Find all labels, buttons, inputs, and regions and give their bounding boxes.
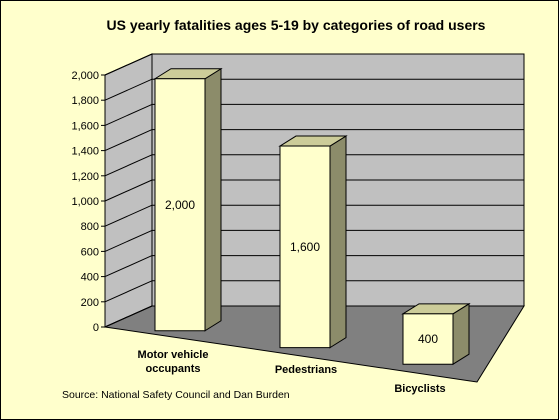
category-labels: Motor vehicle occupants Pedestrians Bicycli… [138,349,446,395]
bar-front [402,313,454,365]
source-note: Source: National Safety Council and Dan … [62,389,290,401]
gridline-side [104,179,153,202]
y-axis: 0 200 400 600 800 1,000 1,200 1,400 1,600 1,800 2,… [71,70,106,334]
category-label: Pedestrians [275,364,337,376]
gridline-side [104,103,153,126]
category-label: Bicyclists [394,383,445,395]
data-label: 2,000 [165,198,195,212]
gridline-side [104,229,153,252]
chart-title: US yearly fatalities ages 5-19 by catego… [107,17,486,33]
gridline-side [104,53,153,76]
bars: 2,000 1,600 400 [153,67,471,366]
category-label-line: Motor vehicle [138,349,209,361]
category-label-line: occupants [145,363,200,375]
category-label-line: Pedestrians [275,364,337,376]
data-label: 400 [418,332,438,346]
y-tick-label: 1,800 [71,95,99,107]
bar-front [154,78,206,332]
bar: 1,600 [278,135,348,349]
bar-front [279,145,331,349]
gridline-side [104,280,153,303]
gridline-side [104,305,153,328]
y-tick-label: 400 [81,272,99,284]
category-label-line: Bicyclists [394,383,445,395]
gridline-side [104,129,153,152]
y-tick-label: 800 [81,221,99,233]
gridline-side [104,154,153,177]
y-tick-label: 0 [93,322,99,334]
y-tick-label: 2,000 [71,70,99,82]
bar: 400 [401,302,471,366]
gridline-side [104,78,153,101]
y-tick-label: 1,000 [71,196,99,208]
gridline-side [104,204,153,227]
category-label: Motor vehicle occupants [138,349,209,375]
bar: 2,000 [153,67,223,332]
y-tick-label: 200 [81,297,99,309]
y-tick-label: 1,600 [71,120,99,132]
y-tick-label: 1,200 [71,171,99,183]
data-label: 1,600 [290,240,320,254]
gridline-side [104,255,153,278]
bar-side [329,135,347,349]
y-tick-label: 600 [81,246,99,258]
y-tick-label: 1,400 [71,146,99,158]
bar-side [204,67,222,332]
